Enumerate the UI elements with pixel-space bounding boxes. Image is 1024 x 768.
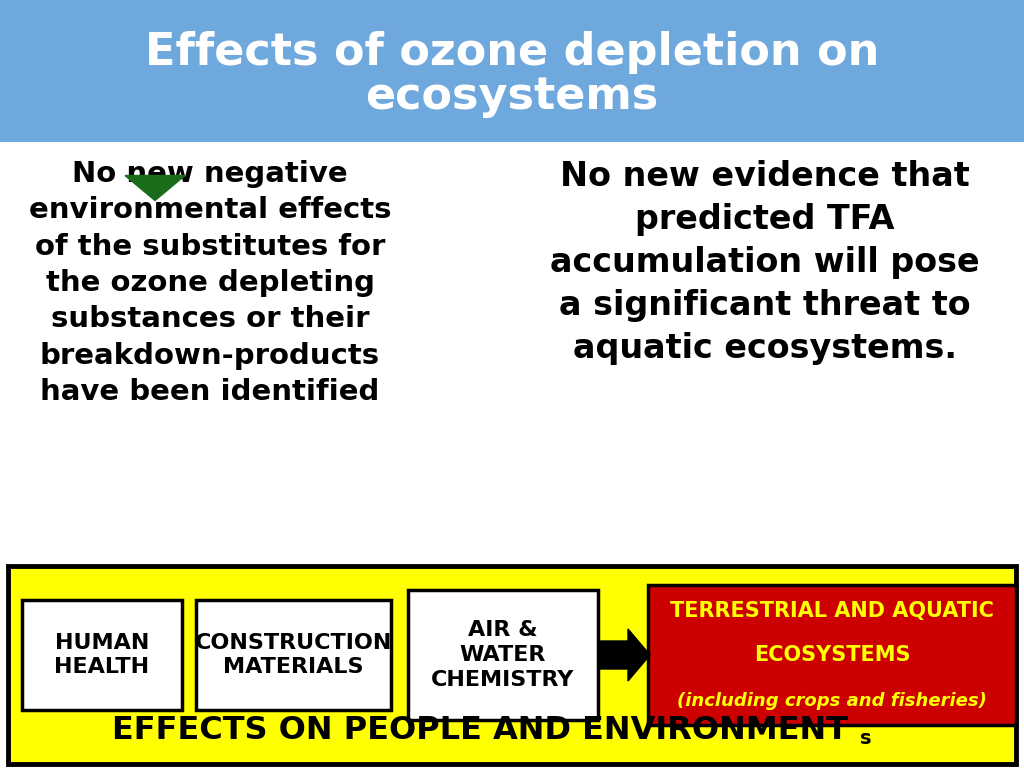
Bar: [408, 590, 598, 720]
Text: (including crops and fisheries): (including crops and fisheries): [677, 692, 987, 710]
Bar: [0, 0, 1024, 142]
Text: EFFECTS ON PEOPLE AND ENVIRONMENT: EFFECTS ON PEOPLE AND ENVIRONMENT: [112, 715, 848, 746]
Text: HUMAN
HEALTH: HUMAN HEALTH: [54, 634, 150, 677]
Text: AIR &
WATER
CHEMISTRY: AIR & WATER CHEMISTRY: [431, 621, 574, 690]
Polygon shape: [125, 176, 185, 200]
Text: No new negative
environmental effects
of the substitutes for
the ozone depleting: No new negative environmental effects of…: [29, 160, 391, 406]
Text: No new evidence that
predicted TFA
accumulation will pose
a significant threat t: No new evidence that predicted TFA accum…: [550, 160, 980, 365]
Text: CONSTRUCTION
MATERIALS: CONSTRUCTION MATERIALS: [195, 634, 392, 677]
Text: ECOSYSTEMS: ECOSYSTEMS: [754, 645, 910, 665]
Text: Effects of ozone depletion on: Effects of ozone depletion on: [144, 31, 880, 74]
Text: s: s: [860, 729, 871, 748]
Text: ecosystems: ecosystems: [366, 75, 658, 118]
Text: TERRESTRIAL AND AQUATIC: TERRESTRIAL AND AQUATIC: [670, 601, 994, 621]
FancyArrow shape: [598, 629, 650, 681]
Bar: [648, 585, 1016, 725]
Bar: [196, 600, 391, 710]
Bar: [22, 600, 182, 710]
Bar: [8, 566, 1016, 764]
